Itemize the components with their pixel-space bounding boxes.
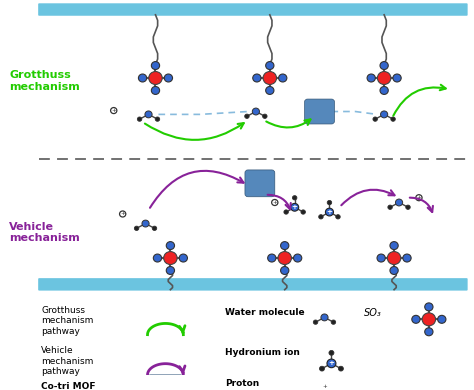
- Circle shape: [152, 226, 157, 230]
- Circle shape: [279, 74, 287, 82]
- Circle shape: [166, 241, 174, 250]
- Circle shape: [149, 71, 162, 85]
- Circle shape: [265, 87, 274, 94]
- Text: Grotthuss
mechanism: Grotthuss mechanism: [9, 70, 80, 92]
- Circle shape: [245, 114, 249, 119]
- Circle shape: [331, 320, 336, 324]
- Text: +: +: [328, 360, 334, 366]
- Circle shape: [164, 74, 173, 82]
- Circle shape: [252, 108, 259, 115]
- Circle shape: [381, 111, 388, 118]
- FancyBboxPatch shape: [38, 3, 468, 16]
- Circle shape: [263, 71, 276, 85]
- Circle shape: [268, 254, 276, 262]
- Circle shape: [278, 252, 292, 264]
- Circle shape: [153, 254, 162, 262]
- Circle shape: [425, 303, 433, 311]
- Circle shape: [327, 359, 336, 368]
- Circle shape: [263, 114, 267, 119]
- FancyBboxPatch shape: [38, 278, 468, 291]
- Text: +: +: [417, 195, 421, 200]
- Circle shape: [388, 205, 392, 209]
- Circle shape: [301, 210, 305, 214]
- Text: Vehicle
mechanism
pathway: Vehicle mechanism pathway: [41, 346, 93, 376]
- Circle shape: [380, 62, 388, 69]
- Text: Water molecule: Water molecule: [225, 308, 305, 317]
- Circle shape: [338, 366, 343, 371]
- Circle shape: [367, 74, 375, 82]
- Text: Hydronium ion: Hydronium ion: [225, 348, 300, 357]
- Circle shape: [292, 196, 297, 200]
- Circle shape: [164, 252, 177, 264]
- Circle shape: [319, 366, 325, 371]
- Circle shape: [272, 199, 278, 206]
- Text: +: +: [273, 200, 277, 205]
- Circle shape: [293, 254, 302, 262]
- Text: +: +: [292, 204, 298, 210]
- Circle shape: [138, 74, 146, 82]
- Text: +: +: [322, 384, 327, 389]
- Circle shape: [406, 205, 410, 209]
- Circle shape: [380, 87, 388, 94]
- Circle shape: [390, 241, 398, 250]
- Circle shape: [319, 215, 323, 219]
- Text: +: +: [327, 209, 332, 215]
- Circle shape: [329, 351, 334, 355]
- Circle shape: [142, 220, 149, 227]
- Circle shape: [265, 62, 274, 69]
- FancyBboxPatch shape: [305, 99, 335, 124]
- Circle shape: [336, 215, 340, 219]
- Circle shape: [321, 383, 328, 390]
- FancyBboxPatch shape: [147, 375, 183, 390]
- Circle shape: [393, 74, 401, 82]
- Circle shape: [416, 195, 422, 201]
- Circle shape: [326, 208, 334, 216]
- Circle shape: [151, 87, 160, 94]
- Text: +: +: [111, 108, 116, 113]
- Circle shape: [284, 210, 288, 214]
- Circle shape: [134, 226, 139, 230]
- Text: Co-tri MOF: Co-tri MOF: [41, 382, 96, 390]
- Circle shape: [313, 320, 318, 324]
- Circle shape: [377, 254, 385, 262]
- FancyBboxPatch shape: [245, 170, 275, 197]
- Circle shape: [291, 204, 299, 211]
- Circle shape: [390, 266, 398, 275]
- Circle shape: [151, 62, 160, 69]
- Circle shape: [422, 313, 436, 326]
- Circle shape: [281, 266, 289, 275]
- Circle shape: [403, 254, 411, 262]
- Circle shape: [155, 117, 160, 121]
- Circle shape: [438, 316, 446, 323]
- Circle shape: [395, 199, 402, 206]
- Circle shape: [281, 241, 289, 250]
- Circle shape: [425, 328, 433, 336]
- Circle shape: [377, 71, 391, 85]
- Circle shape: [387, 252, 401, 264]
- Circle shape: [137, 117, 142, 121]
- Circle shape: [412, 316, 420, 323]
- Text: SO₃: SO₃: [364, 308, 382, 318]
- Circle shape: [391, 117, 395, 121]
- Text: Vehicle
mechanism: Vehicle mechanism: [9, 222, 80, 243]
- Circle shape: [321, 314, 328, 321]
- Text: Proton: Proton: [225, 379, 259, 388]
- Circle shape: [373, 117, 377, 121]
- Circle shape: [179, 254, 187, 262]
- Text: Grotthuss
mechanism
pathway: Grotthuss mechanism pathway: [41, 306, 93, 336]
- Circle shape: [166, 266, 174, 275]
- Circle shape: [327, 200, 332, 205]
- Text: +: +: [120, 211, 125, 216]
- Circle shape: [119, 211, 126, 217]
- Circle shape: [110, 108, 117, 113]
- Circle shape: [145, 111, 152, 118]
- Circle shape: [253, 74, 261, 82]
